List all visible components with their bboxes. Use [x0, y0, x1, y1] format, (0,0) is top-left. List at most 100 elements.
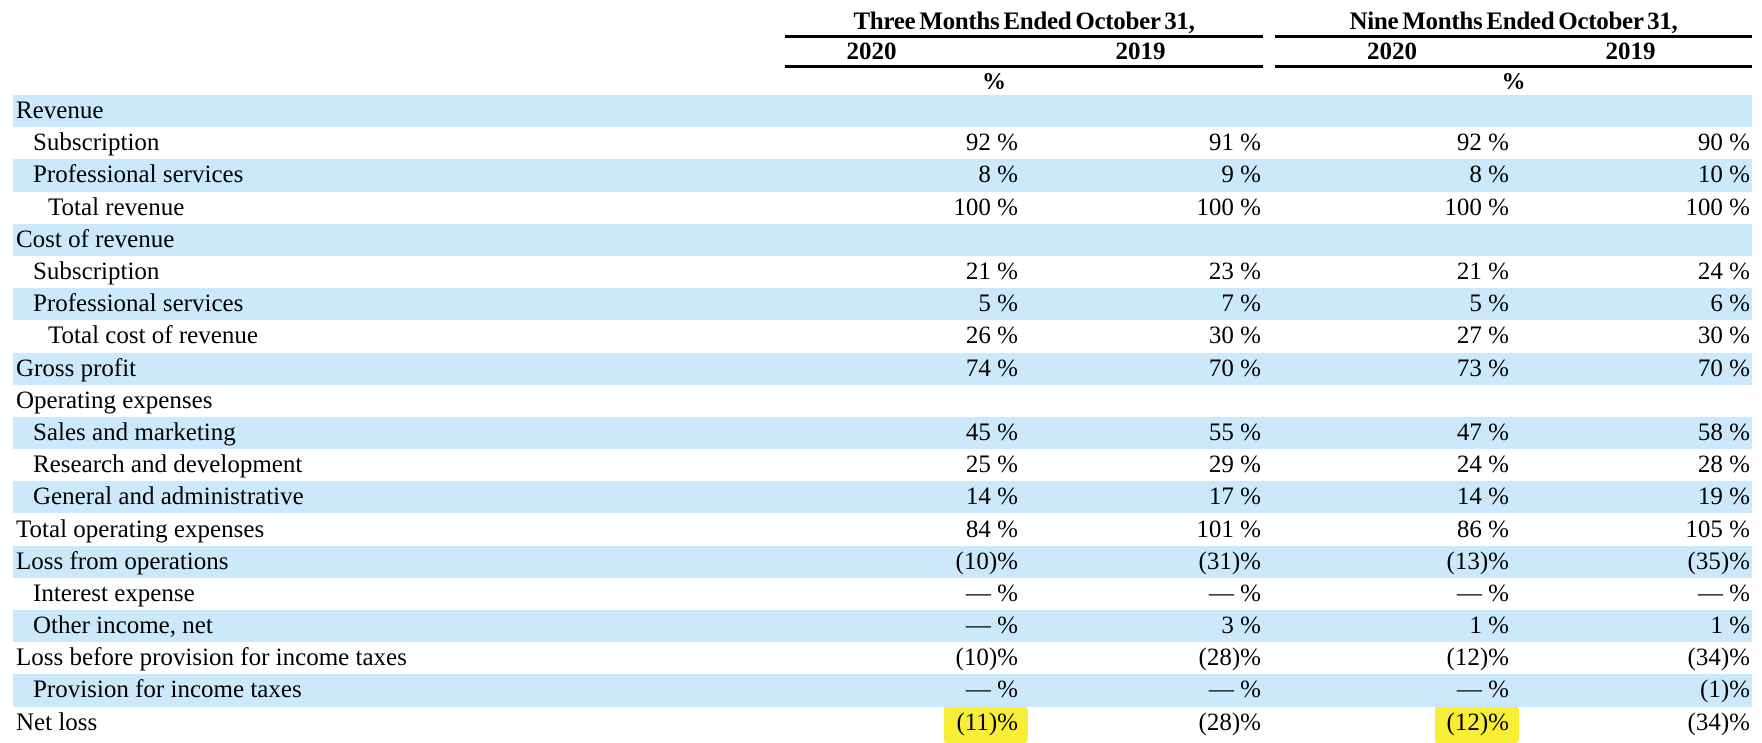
value-cell-3mo-2020: 84 %	[965, 515, 1018, 543]
value-cell-9mo-2019: 105 %	[1685, 515, 1750, 543]
value-cell-3mo-2019	[1022, 97, 1267, 125]
group-title-nine-months: Nine Months Ended October 31,	[1275, 8, 1752, 38]
value-cell-3mo-2019: 7 %	[1221, 290, 1261, 318]
row-label: Sales and marketing	[33, 418, 236, 446]
row-label: Total cost of revenue	[48, 322, 258, 350]
value-cell-3mo-2019: — %	[1208, 676, 1261, 704]
row-label: Subscription	[33, 129, 160, 157]
year-header-row: 2020 2019	[1275, 38, 1752, 68]
table-row: Total revenue 100 % 100 % 100 % 100 %	[13, 192, 1752, 224]
percent-unit-label: %	[1501, 69, 1526, 95]
row-label: Other income, net	[33, 612, 213, 640]
value-cell-9mo-2019: 70 %	[1697, 354, 1750, 382]
value-cell-9mo-2020: 8 %	[1469, 161, 1509, 189]
value-cell-3mo-2019: (31)%	[1198, 547, 1261, 575]
value-cell-9mo-2020: (12)%	[1279, 706, 1519, 743]
value-cell-3mo-2019: 17 %	[1208, 483, 1261, 511]
row-label: Revenue	[16, 97, 104, 125]
value-cell-9mo-2019: 19 %	[1697, 483, 1750, 511]
value-cell-3mo-2019: (28)%	[1198, 644, 1261, 672]
row-label: Net loss	[16, 708, 98, 736]
value-cell-9mo-2020: 14 %	[1456, 483, 1509, 511]
value-cell-9mo-2019: 6 %	[1710, 290, 1750, 318]
row-label: General and administrative	[33, 483, 304, 511]
value-cell-9mo-2020: 47 %	[1456, 418, 1509, 446]
value-cell-3mo-2020: (10)%	[955, 644, 1018, 672]
row-label: Gross profit	[16, 354, 137, 382]
group-title-three-months: Three Months Ended October 31,	[785, 8, 1263, 38]
year-label-2019: 2019	[1605, 38, 1656, 65]
value-cell-3mo-2019	[1022, 226, 1267, 254]
table-row: Total cost of revenue 26 % 30 % 27 % 30 …	[13, 320, 1752, 352]
value-cell-9mo-2019	[1513, 97, 1752, 125]
column-group-three-months: Three Months Ended October 31, 2020 2019…	[785, 8, 1263, 95]
value-cell-3mo-2020: 26 %	[965, 322, 1018, 350]
value-cell-9mo-2020: 1 %	[1469, 612, 1509, 640]
value-cell-9mo-2019: 90 %	[1697, 129, 1750, 157]
table-row: Revenue	[13, 95, 1752, 128]
table-header: Three Months Ended October 31, 2020 2019…	[0, 8, 1762, 95]
value-cell-3mo-2020: 25 %	[965, 451, 1018, 479]
table-row: Total operating expenses 84 % 101 % 86 %…	[13, 513, 1752, 545]
table-row: Loss before provision for income taxes (…	[13, 642, 1752, 674]
value-cell-3mo-2020: 5 %	[978, 290, 1018, 318]
value-cell-3mo-2019: 70 %	[1208, 354, 1261, 382]
value-cell-3mo-2019: 55 %	[1208, 418, 1261, 446]
value-cell-9mo-2019: (1)%	[1700, 676, 1750, 704]
value-cell-3mo-2019: 9 %	[1221, 161, 1261, 189]
value-cell-3mo-2019: 3 %	[1221, 612, 1261, 640]
value-cell-9mo-2020: 27 %	[1456, 322, 1509, 350]
value-cell-3mo-2019: 30 %	[1208, 322, 1261, 350]
value-cell-9mo-2020: 21 %	[1456, 258, 1509, 286]
row-label: Interest expense	[33, 579, 195, 607]
value-cell-9mo-2019: 58 %	[1697, 418, 1750, 446]
table-row: Other income, net — % 3 % 1 % 1 %	[13, 610, 1752, 643]
value-cell-3mo-2020: (10)%	[955, 547, 1018, 575]
table-row: Sales and marketing 45 % 55 % 47 % 58 %	[13, 416, 1752, 450]
value-cell-9mo-2020: — %	[1456, 676, 1509, 704]
value-cell-9mo-2020: 5 %	[1469, 290, 1509, 318]
row-label: Loss from operations	[16, 547, 229, 575]
value-cell-3mo-2020: 45 %	[965, 418, 1018, 446]
value-cell-9mo-2019: (34)%	[1687, 644, 1750, 672]
value-cell-3mo-2019: 101 %	[1196, 515, 1261, 543]
row-label: Professional services	[33, 161, 244, 189]
table-body: Revenue Subscription 92 % 91 % 92 % 90 %…	[13, 95, 1752, 743]
value-cell-9mo-2020: (12)%	[1446, 644, 1509, 672]
row-label: Research and development	[33, 451, 303, 479]
value-cell-3mo-2019: 100 %	[1196, 193, 1261, 221]
table-row: Research and development 25 % 29 % 24 % …	[13, 449, 1752, 481]
value-cell-9mo-2019: (34)%	[1687, 708, 1750, 736]
value-cell-3mo-2019: — %	[1208, 579, 1261, 607]
value-cell-9mo-2019: 24 %	[1697, 258, 1750, 286]
value-cell-9mo-2019: 30 %	[1697, 322, 1750, 350]
value-cell-3mo-2019: (28)%	[1198, 708, 1261, 736]
value-cell-9mo-2020	[1279, 226, 1513, 254]
table-row: Subscription 92 % 91 % 92 % 90 %	[13, 127, 1752, 159]
table-row: Provision for income taxes — % — % — % (…	[13, 674, 1752, 707]
value-cell-3mo-2020: — %	[965, 579, 1018, 607]
table-row: Interest expense — % — % — % — %	[13, 578, 1752, 610]
value-cell-9mo-2020: 92 %	[1456, 129, 1509, 157]
table-row: General and administrative 14 % 17 % 14 …	[13, 481, 1752, 514]
value-cell-9mo-2019	[1513, 387, 1752, 415]
value-cell-9mo-2019: 100 %	[1685, 193, 1750, 221]
highlight-marker: (12)%	[1434, 706, 1519, 743]
value-cell-3mo-2020	[789, 97, 1022, 125]
highlight-marker: (11)%	[944, 706, 1028, 743]
value-cell-3mo-2019	[1022, 387, 1267, 415]
row-label: Total operating expenses	[16, 515, 265, 543]
value-cell-3mo-2020: 21 %	[965, 258, 1018, 286]
value-cell-3mo-2020: — %	[965, 612, 1018, 640]
value-cell-9mo-2019: (35)%	[1687, 547, 1750, 575]
year-header-row: 2020 2019	[785, 38, 1263, 68]
value-cell-9mo-2020	[1279, 387, 1513, 415]
value-cell-9mo-2019: 10 %	[1697, 161, 1750, 189]
row-label: Loss before provision for income taxes	[16, 644, 407, 672]
table-row: Operating expenses	[13, 385, 1752, 417]
value-cell-9mo-2020: 24 %	[1456, 451, 1509, 479]
value-cell-9mo-2020: 73 %	[1456, 354, 1509, 382]
value-cell-3mo-2020: 8 %	[978, 161, 1018, 189]
value-cell-9mo-2020: (13)%	[1446, 547, 1509, 575]
